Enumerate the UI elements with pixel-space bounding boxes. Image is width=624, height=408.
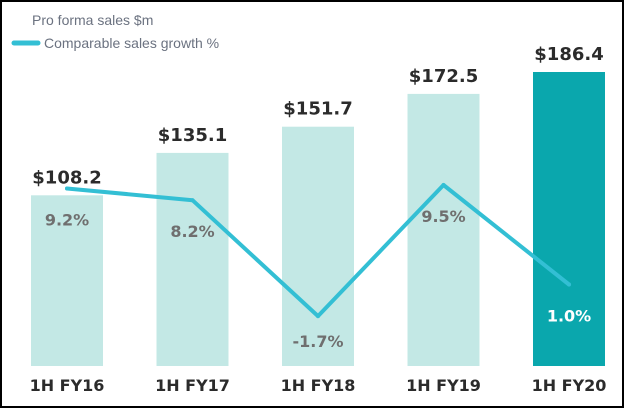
growth-value-label-0: 9.2%	[45, 211, 89, 230]
growth-point-2	[316, 314, 320, 319]
category-label-0: 1H FY16	[30, 376, 105, 395]
legend-swatch-bar	[16, 16, 26, 26]
bar-value-label-3: $172.5	[409, 66, 478, 87]
bar-value-label-4: $186.4	[534, 44, 603, 65]
growth-value-label-2: -1.7%	[292, 332, 343, 351]
growth-point-4	[567, 282, 571, 287]
legend: Pro forma sales $m Comparable sales grow…	[11, 12, 219, 51]
growth-point-3	[441, 183, 446, 187]
category-label-2: 1H FY18	[281, 376, 356, 395]
bar-0	[31, 195, 103, 366]
bar-2	[282, 126, 354, 366]
category-label-3: 1H FY19	[406, 376, 481, 395]
category-label-1: 1H FY17	[155, 376, 230, 395]
growth-value-label-3: 9.5%	[421, 207, 465, 226]
growth-line-group	[65, 183, 571, 319]
legend-label-sales: Pro forma sales $m	[32, 12, 153, 28]
growth-value-label-4: 1.0%	[547, 307, 591, 326]
bar-value-label-2: $151.7	[283, 99, 352, 120]
category-label-4: 1H FY20	[532, 376, 607, 395]
legend-label-growth: Comparable sales growth %	[44, 35, 219, 51]
bar-3	[407, 93, 480, 367]
bar-1	[156, 152, 229, 366]
growth-point-1	[190, 198, 195, 203]
bar-4	[533, 72, 605, 366]
labels-group: $108.2 1H FY16 $135.1 1H FY17 $151.7 1H FY18 $…	[30, 44, 607, 395]
growth-point-0	[65, 186, 69, 191]
bar-value-label-1: $135.1	[158, 125, 227, 146]
growth-value-label-1: 8.2%	[170, 222, 214, 241]
bar-value-label-0: $108.2	[32, 167, 101, 188]
bars-group	[31, 72, 605, 367]
